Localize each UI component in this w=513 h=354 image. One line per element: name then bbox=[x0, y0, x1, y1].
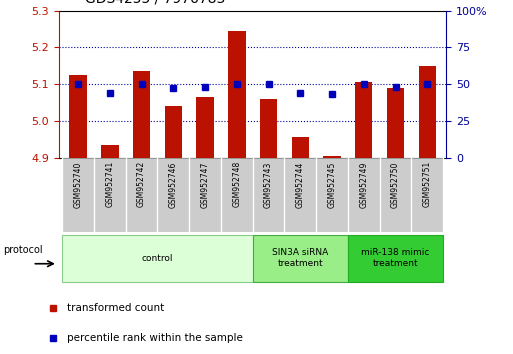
Text: GSM952748: GSM952748 bbox=[232, 161, 241, 207]
Bar bbox=[189, 158, 221, 232]
Text: GSM952746: GSM952746 bbox=[169, 161, 178, 208]
Bar bbox=[62, 235, 253, 282]
Bar bbox=[253, 158, 284, 232]
Bar bbox=[126, 158, 157, 232]
Bar bbox=[228, 31, 246, 158]
Bar bbox=[94, 158, 126, 232]
Bar bbox=[69, 75, 87, 158]
Bar bbox=[165, 106, 182, 158]
Text: percentile rank within the sample: percentile rank within the sample bbox=[67, 333, 243, 343]
Text: protocol: protocol bbox=[3, 245, 43, 256]
Bar bbox=[133, 71, 150, 158]
Bar bbox=[157, 158, 189, 232]
Bar bbox=[284, 158, 316, 232]
Bar bbox=[348, 158, 380, 232]
Text: GSM952740: GSM952740 bbox=[73, 161, 83, 208]
Text: GSM952749: GSM952749 bbox=[359, 161, 368, 208]
Bar bbox=[323, 156, 341, 158]
Bar bbox=[348, 235, 443, 282]
Bar bbox=[387, 88, 404, 158]
Bar bbox=[253, 235, 348, 282]
Text: miR-138 mimic
treatment: miR-138 mimic treatment bbox=[361, 249, 430, 268]
Bar bbox=[196, 97, 214, 158]
Bar bbox=[411, 158, 443, 232]
Bar bbox=[260, 99, 277, 158]
Bar bbox=[62, 158, 94, 232]
Text: control: control bbox=[142, 254, 173, 263]
Bar bbox=[419, 66, 436, 158]
Text: SIN3A siRNA
treatment: SIN3A siRNA treatment bbox=[272, 249, 328, 268]
Text: GSM952741: GSM952741 bbox=[105, 161, 114, 207]
Text: GDS4255 / 7976783: GDS4255 / 7976783 bbox=[85, 0, 225, 5]
Text: GSM952747: GSM952747 bbox=[201, 161, 209, 208]
Bar bbox=[291, 137, 309, 158]
Bar bbox=[355, 82, 372, 158]
Bar bbox=[221, 158, 253, 232]
Text: GSM952750: GSM952750 bbox=[391, 161, 400, 208]
Bar bbox=[101, 145, 119, 158]
Text: transformed count: transformed count bbox=[67, 303, 164, 313]
Text: GSM952745: GSM952745 bbox=[327, 161, 337, 208]
Text: GSM952751: GSM952751 bbox=[423, 161, 432, 207]
Bar bbox=[380, 158, 411, 232]
Text: GSM952742: GSM952742 bbox=[137, 161, 146, 207]
Text: GSM952744: GSM952744 bbox=[296, 161, 305, 208]
Bar bbox=[316, 158, 348, 232]
Text: GSM952743: GSM952743 bbox=[264, 161, 273, 208]
